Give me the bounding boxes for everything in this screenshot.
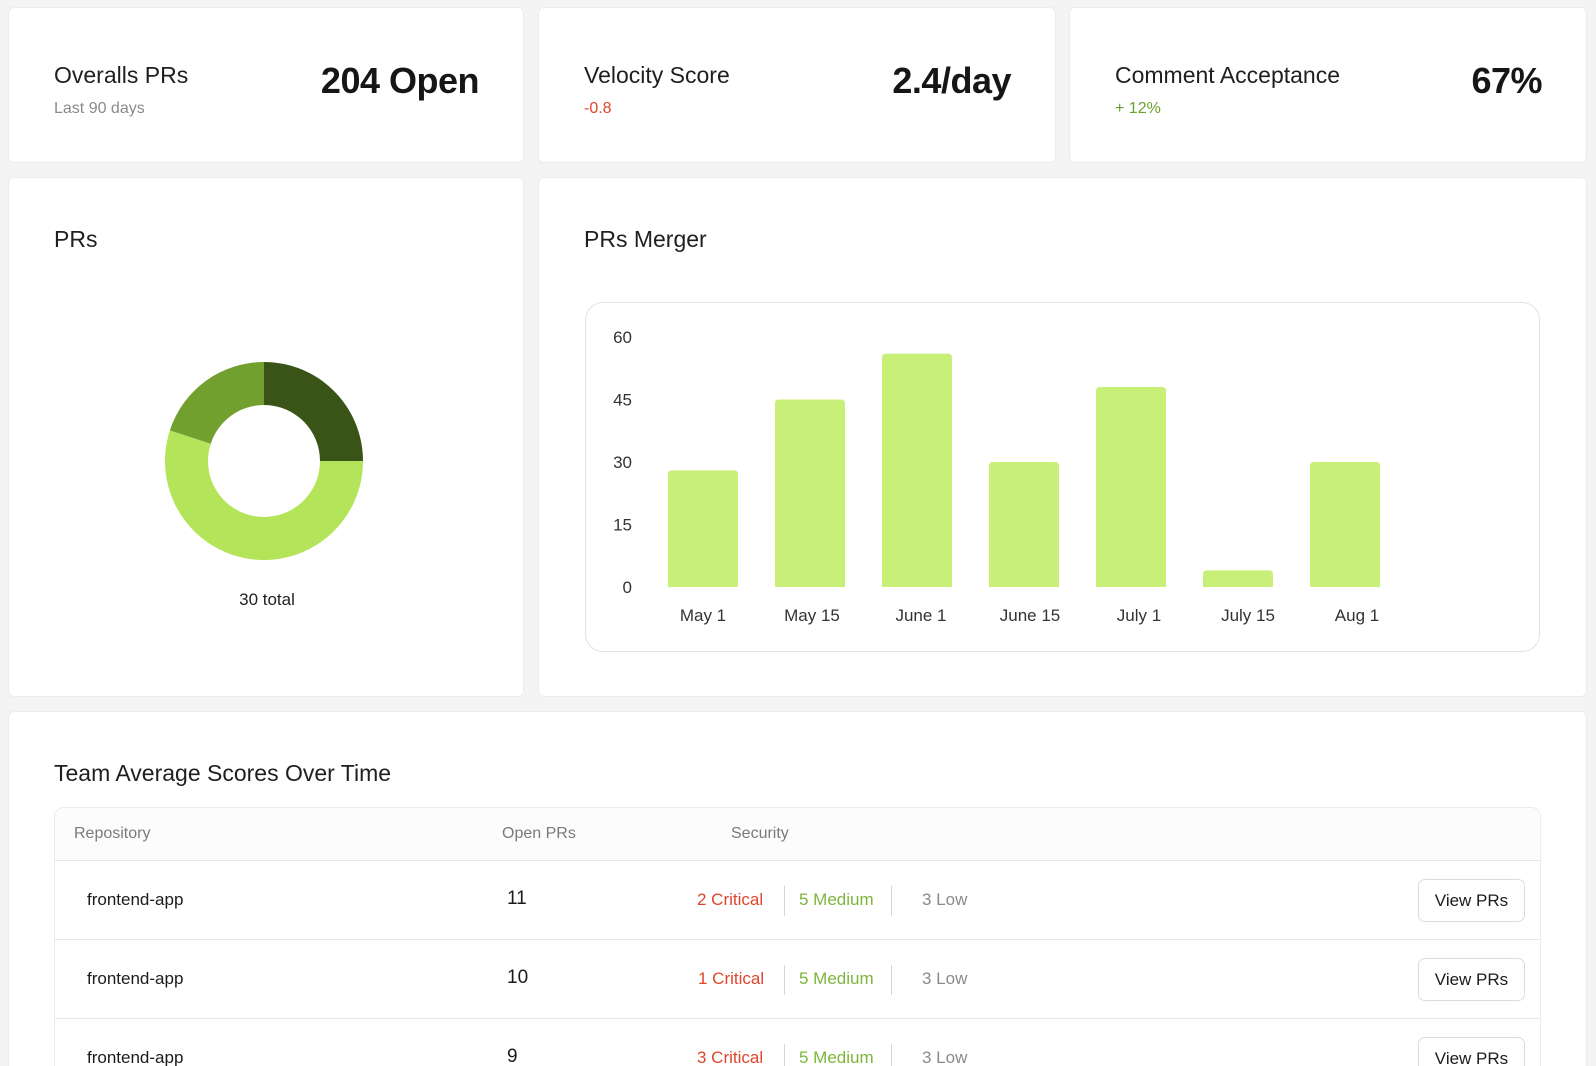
open-prs-count: 9 bbox=[507, 1046, 518, 1066]
bar-july-15 bbox=[1203, 570, 1273, 587]
repo-name: frontend-app bbox=[87, 890, 184, 909]
x-tick-label: May 15 bbox=[784, 606, 840, 625]
kpi-change-positive: + 12% bbox=[1115, 100, 1161, 117]
donut-total-caption: 30 total bbox=[239, 590, 295, 609]
security-critical: 2 Critical bbox=[697, 890, 764, 909]
security-medium: 5 Medium bbox=[799, 890, 874, 909]
kpi-card-overall-prs: Overalls PRs Last 90 days 204 Open bbox=[8, 7, 524, 163]
divider bbox=[784, 965, 785, 995]
view-prs-button[interactable]: View PRs bbox=[1418, 1037, 1525, 1066]
security-critical: 3 Critical bbox=[697, 1048, 764, 1066]
security-low: 3 Low bbox=[922, 890, 968, 909]
divider bbox=[784, 886, 785, 916]
kpi-label: Velocity Score bbox=[584, 62, 730, 88]
donut-slice-1 bbox=[164, 430, 363, 560]
divider bbox=[891, 886, 892, 916]
bar-may-1 bbox=[668, 470, 738, 587]
divider bbox=[891, 1044, 892, 1066]
security-medium: 5 Medium bbox=[799, 969, 874, 988]
table-title: Team Average Scores Over Time bbox=[54, 760, 392, 786]
header-security: Security bbox=[731, 825, 789, 842]
kpi-value: 2.4/day bbox=[892, 60, 1011, 101]
security-low: 3 Low bbox=[922, 1048, 968, 1066]
team-scores-card: Team Average Scores Over Time Repository… bbox=[8, 711, 1587, 1066]
repository-table: Repository Open PRs Security frontend-ap… bbox=[54, 807, 1541, 1066]
x-tick-label: June 1 bbox=[895, 606, 946, 625]
divider bbox=[784, 1044, 785, 1066]
bar-july-1 bbox=[1096, 387, 1166, 587]
divider bbox=[891, 965, 892, 995]
security-critical: 1 Critical bbox=[698, 969, 765, 988]
y-tick-label: 0 bbox=[623, 578, 632, 597]
x-tick-label: July 1 bbox=[1117, 606, 1161, 625]
header-open-prs: Open PRs bbox=[502, 825, 576, 842]
open-prs-count: 10 bbox=[507, 967, 529, 988]
x-tick-label: July 15 bbox=[1221, 606, 1275, 625]
kpi-subtext: Last 90 days bbox=[54, 100, 145, 117]
table-row: frontend-app 10 1 Critical 5 Medium 3 Lo… bbox=[55, 940, 1540, 1019]
table-row: frontend-app 11 2 Critical 5 Medium 3 Lo… bbox=[55, 861, 1540, 940]
kpi-label: Overalls PRs bbox=[54, 62, 189, 88]
kpi-change-negative: -0.8 bbox=[584, 100, 612, 117]
security-low: 3 Low bbox=[922, 969, 968, 988]
prs-merger-card: PRs Merger 0 15 30 45 60 May 1 May 15 June 1 Jun… bbox=[538, 177, 1587, 697]
kpi-value: 67% bbox=[1471, 60, 1542, 101]
y-tick-label: 60 bbox=[613, 328, 632, 347]
prs-merger-bar-chart: 0 15 30 45 60 May 1 May 15 June 1 June 15 July 1 J… bbox=[613, 328, 1380, 625]
open-prs-count: 11 bbox=[507, 888, 527, 909]
bar-chart-title: PRs Merger bbox=[584, 226, 707, 252]
y-tick-label: 45 bbox=[613, 391, 632, 410]
y-tick-label: 30 bbox=[613, 453, 632, 472]
security-medium: 5 Medium bbox=[799, 1048, 874, 1066]
bar-chart-frame: 0 15 30 45 60 May 1 May 15 June 1 June 15 July 1 J… bbox=[585, 302, 1540, 652]
bar-aug-1 bbox=[1310, 462, 1380, 587]
table-header: Repository Open PRs Security bbox=[55, 808, 1540, 861]
prs-donut-chart bbox=[164, 362, 363, 560]
bar-june-15 bbox=[989, 462, 1059, 587]
header-repository: Repository bbox=[74, 825, 151, 842]
donut-slice-2 bbox=[169, 362, 264, 444]
prs-donut-card: PRs 30 total bbox=[8, 177, 524, 697]
donut-title: PRs bbox=[54, 226, 98, 252]
x-tick-label: Aug 1 bbox=[1335, 606, 1379, 625]
kpi-card-velocity-score: Velocity Score -0.8 2.4/day bbox=[538, 7, 1056, 163]
kpi-card-comment-acceptance: Comment Acceptance + 12% 67% bbox=[1069, 7, 1587, 163]
x-tick-label: May 1 bbox=[680, 606, 726, 625]
donut-slice-0 bbox=[264, 362, 363, 461]
bar-june-1 bbox=[882, 353, 952, 587]
table-row: frontend-app 9 3 Critical 5 Medium 3 Low… bbox=[55, 1019, 1540, 1066]
repo-name: frontend-app bbox=[87, 1048, 184, 1066]
kpi-label: Comment Acceptance bbox=[1115, 62, 1341, 88]
repo-name: frontend-app bbox=[87, 969, 184, 988]
x-tick-label: June 15 bbox=[1000, 606, 1061, 625]
view-prs-button[interactable]: View PRs bbox=[1418, 958, 1525, 1001]
view-prs-button[interactable]: View PRs bbox=[1418, 879, 1525, 922]
kpi-value: 204 Open bbox=[320, 60, 480, 101]
y-tick-label: 15 bbox=[613, 516, 632, 535]
bar-may-15 bbox=[775, 399, 845, 587]
